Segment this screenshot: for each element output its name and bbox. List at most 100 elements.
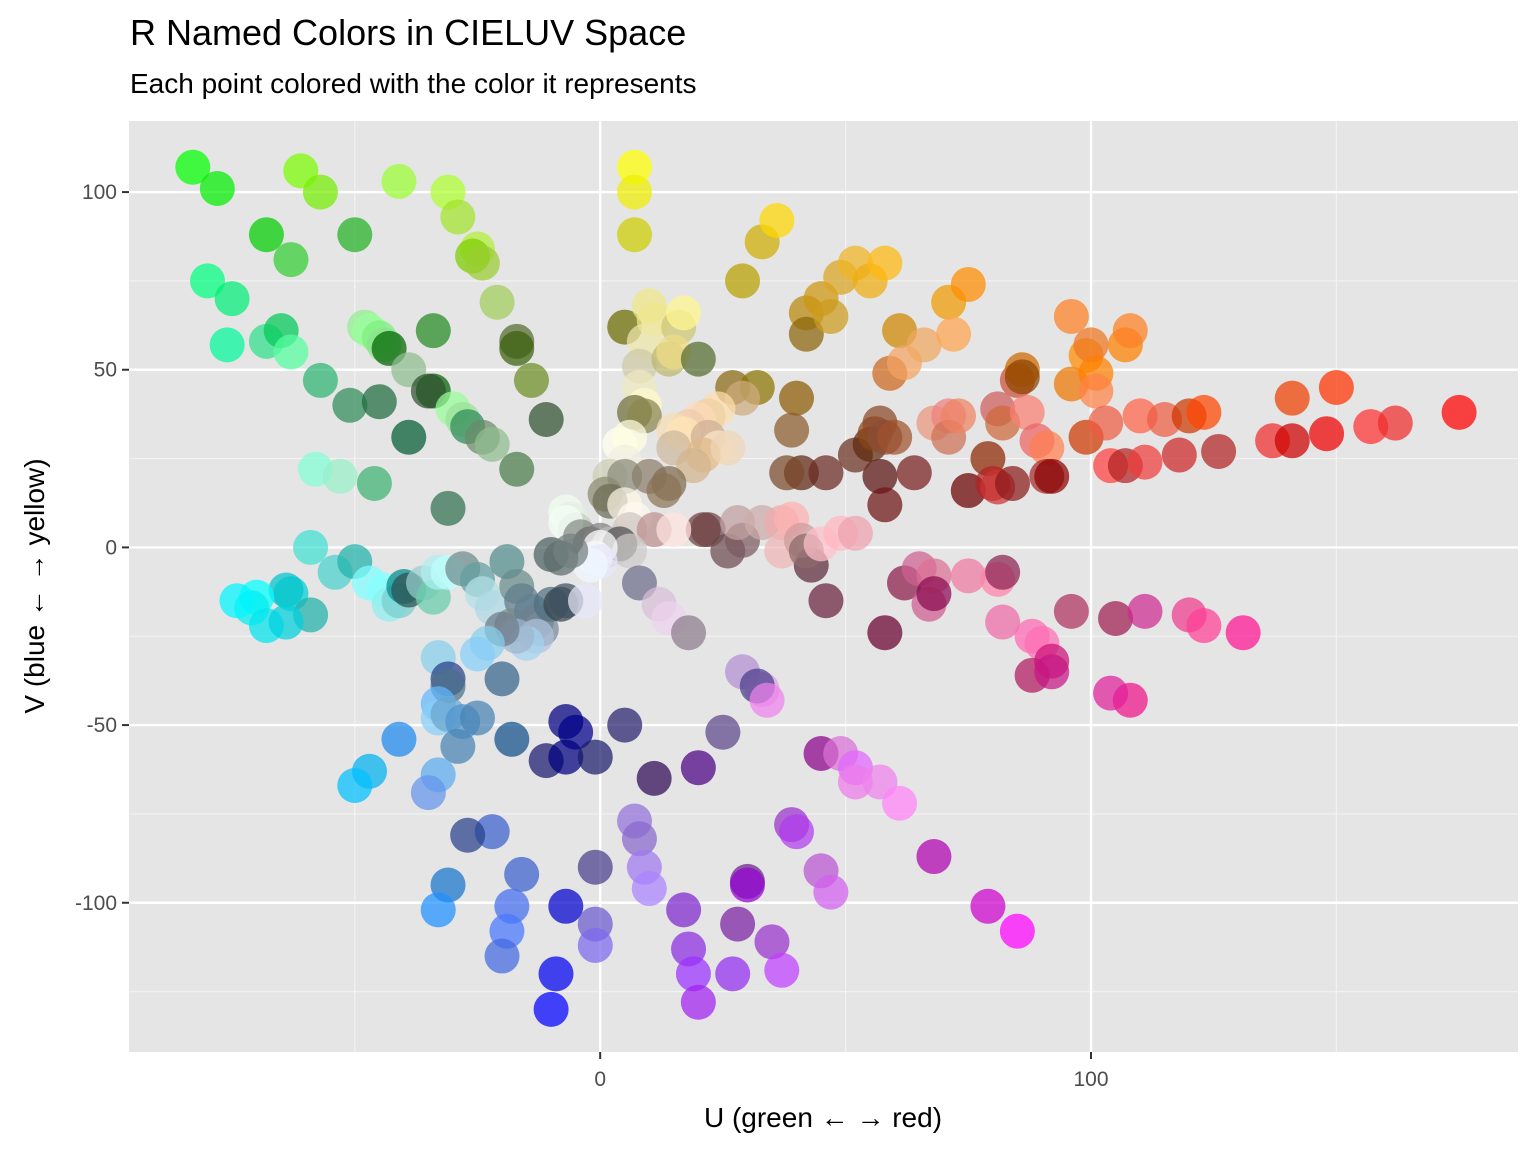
y-tick-label: -50 [87, 714, 117, 737]
data-point [813, 874, 849, 910]
data-point [474, 426, 510, 462]
data-point [1127, 593, 1163, 629]
data-point [1225, 615, 1261, 651]
data-point [646, 473, 682, 509]
data-point [985, 554, 1021, 590]
data-point [808, 455, 844, 491]
data-point [538, 956, 574, 992]
data-point [999, 913, 1035, 949]
data-point [381, 721, 417, 757]
data-point [577, 927, 613, 963]
data-point [190, 263, 226, 299]
data-point [1112, 313, 1148, 349]
data-point [1009, 394, 1045, 430]
data-point [666, 892, 702, 928]
data-point [779, 814, 815, 850]
data-point [1029, 430, 1065, 466]
data-point [675, 956, 711, 992]
data-point [440, 728, 476, 764]
data-point [906, 327, 942, 363]
data-point [1318, 370, 1354, 406]
data-point [484, 938, 520, 974]
data-point [617, 217, 653, 253]
data-point [1078, 373, 1114, 409]
data-point [985, 604, 1021, 640]
chart-subtitle: Each point colored with the color it rep… [130, 68, 697, 99]
data-point [484, 661, 520, 697]
data-point [548, 888, 584, 924]
data-point [837, 764, 873, 800]
data-point [970, 888, 1006, 924]
data-point [199, 171, 235, 207]
data-point [1161, 437, 1197, 473]
data-point [1309, 416, 1345, 452]
data-point [769, 455, 805, 491]
data-point [666, 295, 702, 331]
data-point [381, 163, 417, 199]
data-point [430, 490, 466, 526]
data-point [332, 387, 368, 423]
data-point [621, 821, 657, 857]
data-point [1088, 405, 1124, 441]
data-point [994, 465, 1030, 501]
x-tick-label: 0 [594, 1068, 606, 1091]
data-point [720, 906, 756, 942]
data-point [729, 867, 765, 903]
chart-title: R Named Colors in CIELUV Space [130, 12, 687, 53]
data-point [754, 924, 790, 960]
data-point [1034, 458, 1070, 494]
data-point [440, 199, 476, 235]
data-point [779, 380, 815, 416]
data-point [656, 512, 692, 548]
data-point [567, 583, 603, 619]
y-tick-label: 0 [105, 536, 117, 559]
data-point [337, 767, 373, 803]
data-point [867, 245, 903, 281]
data-point [219, 583, 255, 619]
data-point [356, 465, 392, 501]
data-point [862, 458, 898, 494]
data-point [513, 362, 549, 398]
y-axis-label: V (blue ← → yellow) [19, 458, 50, 713]
y-tick-label: 50 [94, 359, 117, 382]
data-point [1053, 593, 1089, 629]
data-point [774, 412, 810, 448]
x-axis-ticks: 0 100 [594, 1052, 1109, 1091]
data-point [882, 785, 918, 821]
data-point [671, 615, 707, 651]
data-point [499, 451, 535, 487]
data-point [248, 217, 284, 253]
data-point [459, 700, 495, 736]
data-point [214, 281, 250, 317]
data-point [1441, 394, 1477, 430]
y-tick-label: 100 [82, 181, 117, 204]
data-point [464, 245, 500, 281]
data-points [175, 149, 1477, 1027]
data-point [273, 334, 309, 370]
data-point [1377, 405, 1413, 441]
data-point [459, 636, 495, 672]
data-point [577, 849, 613, 885]
data-point [479, 284, 515, 320]
data-point [420, 892, 456, 928]
data-point [617, 149, 653, 185]
data-point [749, 682, 785, 718]
data-point [813, 298, 849, 334]
data-point [705, 714, 741, 750]
data-point [528, 401, 564, 437]
data-point [504, 856, 540, 892]
data-point [950, 266, 986, 302]
data-point [1274, 423, 1310, 459]
data-point [361, 384, 397, 420]
data-point [1034, 654, 1070, 690]
data-point [950, 558, 986, 594]
data-point [837, 515, 873, 551]
data-point [607, 707, 643, 743]
data-point [450, 817, 486, 853]
data-point [877, 419, 913, 455]
data-point [759, 202, 795, 238]
data-point [577, 739, 613, 775]
data-point [1186, 394, 1222, 430]
data-point [1201, 433, 1237, 469]
